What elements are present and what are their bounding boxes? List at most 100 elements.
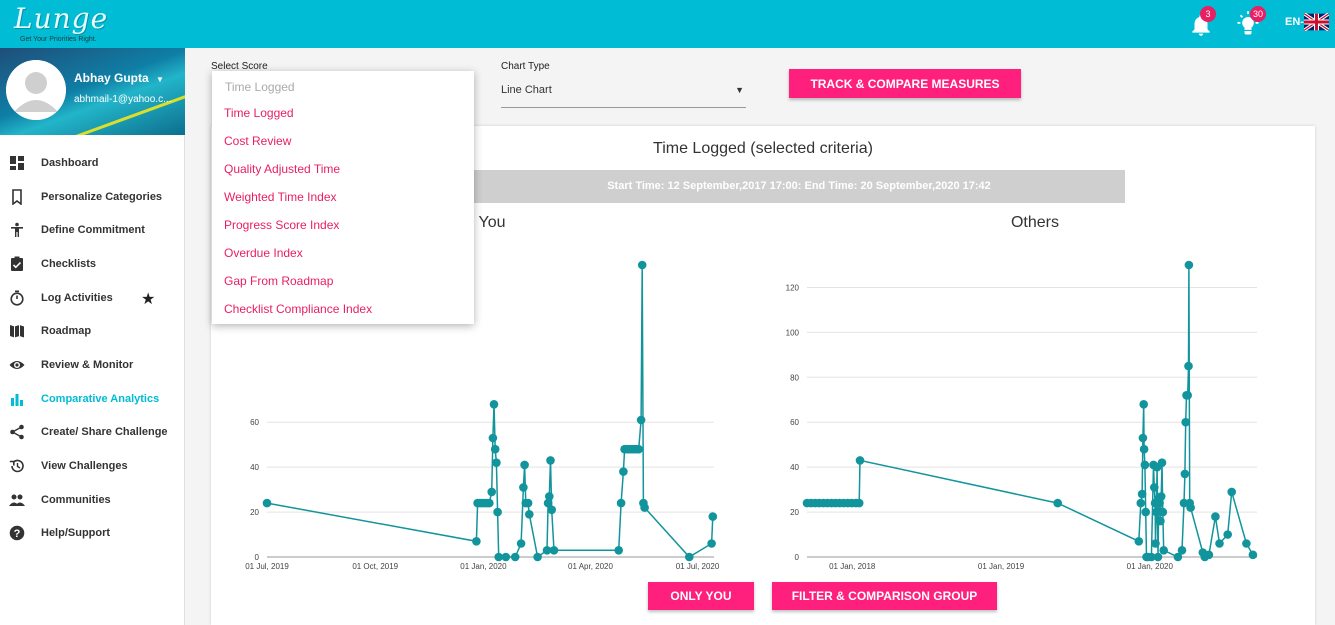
sidebar-item-communities[interactable]: Communities xyxy=(0,483,185,517)
chart-card: Time Logged (selected criteria) Start Ti… xyxy=(211,126,1315,625)
y-tick-label: 0 xyxy=(255,553,260,562)
sidebar-item-roadmap[interactable]: Roadmap xyxy=(0,314,185,348)
score-options-list: Time Logged Cost Review Quality Adjusted T… xyxy=(212,99,474,323)
y-tick-label: 80 xyxy=(790,373,799,382)
sidebar-item-create-share-challenge[interactable]: Create/ Share Challenge xyxy=(0,416,185,450)
data-point xyxy=(488,433,498,443)
data-point xyxy=(1159,546,1168,555)
svg-text:?: ? xyxy=(14,528,21,540)
sidebar-item-label: Create/ Share Challenge xyxy=(41,426,168,439)
data-point xyxy=(1140,460,1150,470)
data-point xyxy=(523,498,533,508)
data-point xyxy=(1223,530,1232,539)
person-icon xyxy=(9,222,25,238)
score-option-overdue-index[interactable]: Overdue Index xyxy=(224,246,303,260)
track-compare-button[interactable]: TRACK & COMPARE MEASURES xyxy=(789,69,1021,98)
dashboard-icon xyxy=(9,155,25,171)
map-icon xyxy=(9,323,25,339)
score-option-checklist-compliance-index[interactable]: Checklist Compliance Index xyxy=(224,302,373,316)
score-option-quality-adjusted-time[interactable]: Quality Adjusted Time xyxy=(224,162,341,176)
history-icon xyxy=(9,458,25,474)
score-option-weighted-time-index[interactable]: Weighted Time Index xyxy=(224,190,337,204)
sidebar-item-label: Log Activities xyxy=(41,291,113,304)
sidebar-item-label: Define Commitment xyxy=(41,224,145,237)
data-point xyxy=(1156,516,1165,526)
data-point xyxy=(1215,539,1224,548)
caret-down-icon: ▼ xyxy=(156,75,164,84)
chart-others: Others 0 20 40 60 80 100 120 01 Jan, 2018 01 Jan,… xyxy=(786,214,1258,571)
chart-type-select[interactable]: Line Chart ▼ xyxy=(501,78,746,108)
sidebar-item-checklists[interactable]: Checklists xyxy=(0,247,185,281)
data-point xyxy=(1173,552,1183,562)
score-option-gap-from-roadmap[interactable]: Gap From Roadmap xyxy=(224,274,334,288)
uk-flag-icon[interactable] xyxy=(1304,13,1329,31)
x-tick-label: 01 Oct, 2019 xyxy=(352,562,398,571)
x-tick-label: 01 Jul, 2020 xyxy=(676,562,720,571)
data-point xyxy=(1186,503,1195,512)
score-dropdown: Time Logged Time Logged Cost Review Qualit… xyxy=(212,71,474,324)
sidebar-item-label: Help/Support xyxy=(41,527,111,540)
data-point xyxy=(1157,458,1167,467)
sidebar-item-dashboard[interactable]: Dashboard xyxy=(0,146,185,180)
data-point xyxy=(1136,498,1146,508)
sidebar-item-comparative-analytics[interactable]: Comparative Analytics xyxy=(0,382,185,416)
data-point xyxy=(1184,260,1194,270)
sidebar-item-label: Review & Monitor xyxy=(41,358,134,371)
data-point xyxy=(1248,550,1258,560)
data-point xyxy=(519,483,528,492)
user-menu-button[interactable]: Abhay Gupta ▼ xyxy=(74,71,164,85)
ideas-button[interactable]: 30 xyxy=(1234,6,1267,38)
notifications-button[interactable]: 3 xyxy=(1188,6,1216,38)
user-name: Abhay Gupta xyxy=(74,71,149,85)
sidebar-item-review-monitor[interactable]: Review & Monitor xyxy=(0,348,185,382)
data-point xyxy=(549,546,559,555)
data-point xyxy=(636,415,646,425)
data-point xyxy=(262,498,272,508)
language-selector[interactable]: EN- xyxy=(1285,16,1304,28)
chart-type-label: Chart Type xyxy=(501,61,550,72)
data-point xyxy=(1139,400,1148,409)
clipboard-check-icon xyxy=(9,256,25,272)
y-tick-label: 0 xyxy=(795,553,800,562)
chart-type-value: Line Chart xyxy=(501,84,552,96)
top-bar: Lunge Get Your Priorities Right. 3 30 EN… xyxy=(0,0,1335,48)
y-tick-label: 40 xyxy=(250,463,259,472)
sidebar-item-log-activities[interactable]: Log Activities ★ xyxy=(0,281,185,315)
data-point xyxy=(472,537,481,546)
data-point xyxy=(685,552,694,562)
star-icon[interactable]: ★ xyxy=(141,290,156,308)
time-range-bar: Start Time: 12 September,2017 17:00: End… xyxy=(473,170,1125,203)
data-point xyxy=(546,456,555,465)
logo[interactable]: Lunge Get Your Priorities Right. xyxy=(14,4,108,44)
x-tick-label: 01 Jan, 2018 xyxy=(829,562,876,571)
data-point xyxy=(510,552,520,562)
data-point xyxy=(1134,537,1144,546)
only-you-button[interactable]: ONLY YOU xyxy=(648,582,754,610)
avatar[interactable] xyxy=(6,60,66,120)
data-point xyxy=(492,458,501,467)
sidebar-item-help-support[interactable]: ? Help/Support xyxy=(0,517,185,551)
sidebar-item-personalize-categories[interactable]: Personalize Categories xyxy=(0,180,185,214)
user-avatar-icon xyxy=(6,60,66,120)
data-point xyxy=(1137,489,1147,499)
data-point xyxy=(707,539,716,548)
y-tick-label: 100 xyxy=(786,328,800,337)
data-point xyxy=(1183,391,1192,400)
filter-comparison-button[interactable]: FILTER & COMPARISON GROUP xyxy=(772,582,997,610)
dropdown-arrow-icon: ▼ xyxy=(735,85,744,95)
data-point xyxy=(637,260,647,270)
score-option-cost-review[interactable]: Cost Review xyxy=(224,134,292,148)
select-score-label: Select Score xyxy=(211,61,268,72)
score-option-progress-score-index[interactable]: Progress Score Index xyxy=(224,218,340,232)
sidebar-menu: Dashboard Personalize Categories Define Co… xyxy=(0,146,185,550)
data-point xyxy=(1141,507,1150,517)
sidebar-item-view-challenges[interactable]: View Challenges xyxy=(0,449,185,483)
data-point xyxy=(1138,433,1148,443)
y-tick-label: 20 xyxy=(250,508,259,517)
data-point xyxy=(1139,444,1149,454)
y-tick-label: 60 xyxy=(790,418,799,427)
sidebar-item-define-commitment[interactable]: Define Commitment xyxy=(0,213,185,247)
data-point xyxy=(542,546,552,555)
score-option-time-logged[interactable]: Time Logged xyxy=(224,106,294,120)
logo-tagline: Get Your Priorities Right. xyxy=(20,36,97,43)
